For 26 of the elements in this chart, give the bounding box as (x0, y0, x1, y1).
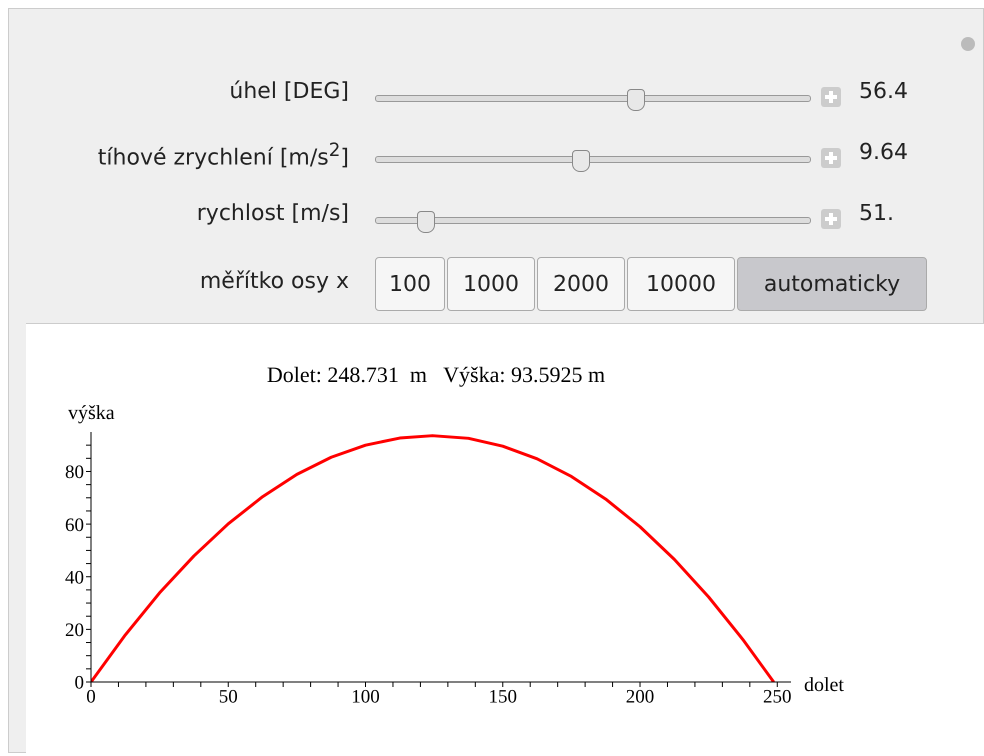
y-tick-label: 60 (65, 514, 84, 536)
y-tick-label: 20 (65, 620, 84, 642)
y-tick-label: 80 (65, 462, 84, 484)
text: 2000 (537, 257, 625, 311)
line-series (91, 434, 776, 682)
text: 1000 (447, 257, 535, 311)
y-tick-label: 0 (74, 672, 84, 694)
text: měřítko osy x (200, 269, 349, 294)
text: 9.64 (859, 140, 908, 165)
text: 100 (375, 257, 445, 311)
text: 51. (859, 201, 894, 226)
x-tick-label: 200 (626, 686, 654, 708)
x-tick-label: 150 (488, 686, 518, 708)
text: 56.4 (859, 79, 908, 104)
text: úhel [DEG] (229, 79, 349, 104)
chart-title: Dolet: 248.731 m Výška: 93.5925 m (266, 362, 606, 388)
y-axis-title: výška (68, 402, 115, 425)
x-tick-label: 100 (351, 686, 380, 708)
y-tick-label: 40 (65, 567, 84, 588)
x-axis-title: dolet (804, 674, 844, 697)
text: tíhové zrychlení [m/s$^{2}$] (98, 140, 349, 170)
text: 10000 (627, 257, 735, 311)
text: automaticky (737, 257, 927, 311)
x-tick-label: 250 (763, 686, 792, 708)
x-tick-label: 50 (218, 686, 238, 708)
text: rychlost [m/s] (196, 201, 349, 226)
